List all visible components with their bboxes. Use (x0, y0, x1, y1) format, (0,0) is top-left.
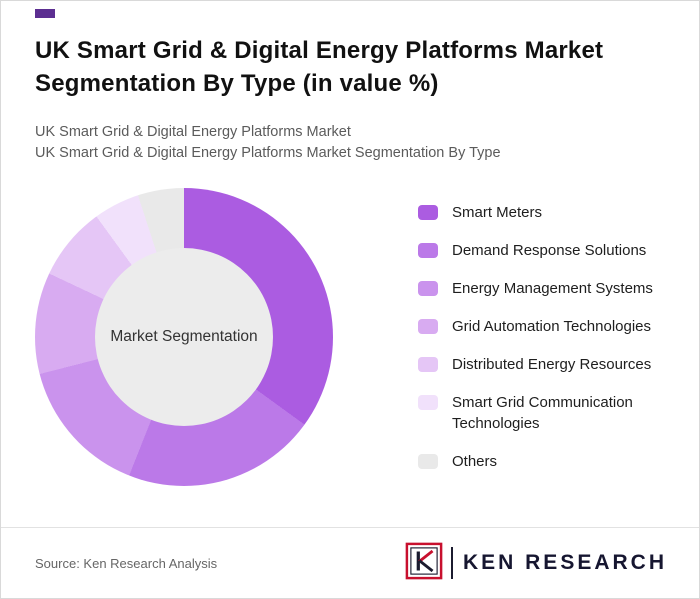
legend-swatch (418, 281, 438, 296)
legend-label: Others (452, 453, 498, 470)
legend-item: Distributed Energy Resources (418, 354, 682, 375)
legend-label: Smart Meters (452, 204, 543, 221)
legend-item: Smart Grid Communication Technologies (418, 392, 682, 434)
subtitle-line-2: UK Smart Grid & Digital Energy Platforms… (35, 145, 501, 161)
legend-item: Demand Response Solutions (418, 240, 682, 261)
ken-research-logo: KEN RESEARCH (405, 542, 667, 585)
page-title: UK Smart Grid & Digital Energy Platforms… (35, 37, 604, 97)
legend-label: Smart Grid Communication Technologies (452, 394, 633, 432)
donut-chart-wrap: Market Segmentation (35, 188, 333, 486)
legend-label: Demand Response Solutions (452, 242, 647, 259)
legend-swatch (418, 357, 438, 372)
legend: Smart Meters Demand Response Solutions Ene… (418, 202, 682, 489)
legend-item: Energy Management Systems (418, 278, 682, 299)
legend-label: Energy Management Systems (452, 280, 653, 297)
legend-item: Smart Meters (418, 202, 682, 223)
donut-center-label: Market Segmentation (110, 328, 258, 345)
logo-divider (450, 547, 453, 579)
accent-bar (35, 9, 55, 18)
legend-swatch (418, 319, 438, 334)
ken-research-logo-icon (405, 542, 443, 585)
legend-item: Grid Automation Technologies (418, 316, 682, 337)
legend-swatch (418, 243, 438, 258)
subtitle-line-1: UK Smart Grid & Digital Energy Platforms… (35, 124, 351, 140)
legend-label: Grid Automation Technologies (452, 318, 652, 335)
legend-swatch (418, 454, 438, 469)
subtitle-block: UK Smart Grid & Digital Energy Platforms… (35, 122, 665, 164)
chart-area: Market Segmentation Smart Meters Demand R… (35, 188, 699, 489)
legend-item: Others (418, 451, 682, 472)
legend-swatch (418, 205, 438, 220)
footer: Source: Ken Research Analysis KEN RESEAR… (1, 527, 699, 598)
logo-wordmark: KEN RESEARCH (462, 551, 667, 574)
legend-swatch (418, 395, 438, 410)
legend-label: Distributed Energy Resources (452, 356, 652, 373)
donut-hole: Market Segmentation (95, 248, 273, 426)
source-text: Source: Ken Research Analysis (35, 555, 218, 571)
